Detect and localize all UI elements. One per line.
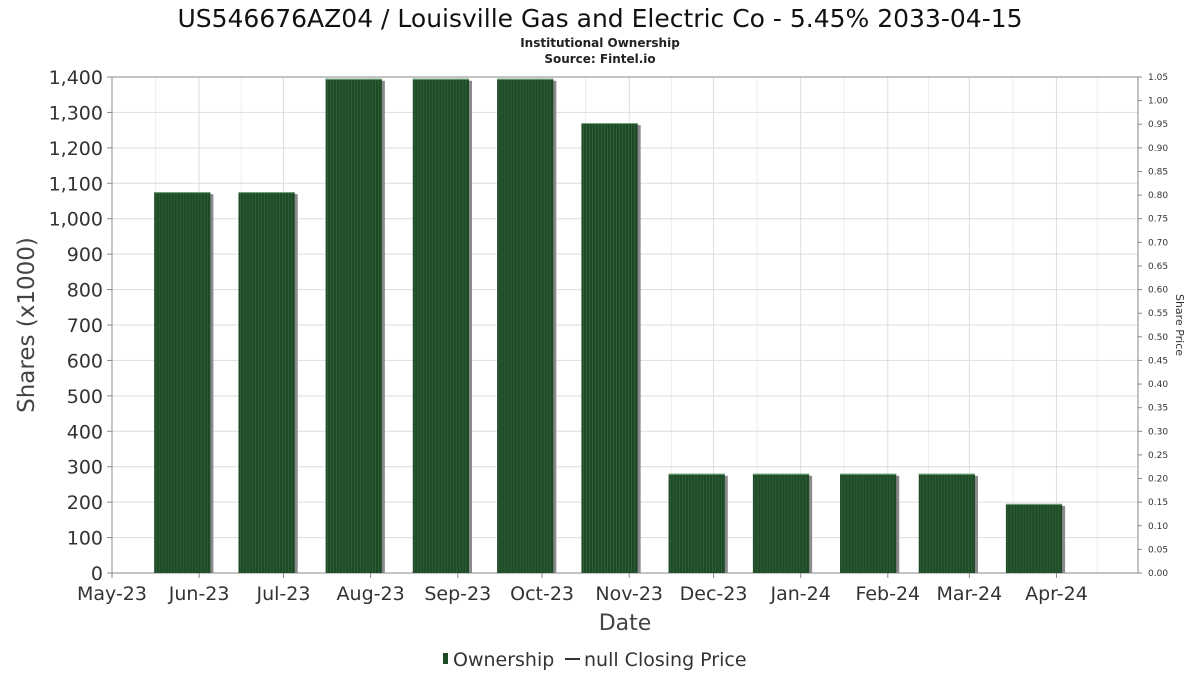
y2-axis-ticks: 0.00 0.05 0.10 0.15 0.20 0.25 0.30 0.35 0.40 0.45…	[1138, 73, 1168, 579]
bar-body	[1005, 503, 1063, 573]
ownership-bar	[668, 473, 728, 573]
y-tick-label: 300	[67, 457, 103, 479]
y2-tick-label: 1.00	[1148, 97, 1168, 107]
y-tick-label: 800	[67, 280, 103, 302]
ownership-bar	[238, 192, 298, 573]
y2-tick-label: 0.95	[1148, 120, 1168, 130]
x-tick-label: Nov-23	[595, 583, 663, 605]
y2-tick-label: 0.35	[1148, 404, 1168, 414]
y2-tick-label: 0.65	[1148, 262, 1168, 272]
x-tick-label: Aug-23	[337, 583, 405, 605]
y2-tick-label: 0.85	[1148, 167, 1168, 177]
bar-body	[497, 78, 554, 574]
x-axis-label: Date	[599, 611, 652, 636]
x-axis-ticks: May-23 Jun-23 Jul-23 Aug-23 Sep-23 Oct-23 Nov-…	[77, 573, 1088, 605]
y2-tick-label: 0.60	[1148, 286, 1168, 296]
x-tick-label: Mar-24	[937, 583, 1003, 605]
chart-subtitle: Institutional Ownership	[520, 36, 680, 50]
y-tick-label: 1,000	[49, 209, 103, 231]
ownership-bar	[1005, 503, 1066, 573]
y-tick-label: 700	[67, 315, 103, 337]
bar-body	[325, 78, 382, 574]
y2-tick-label: 0.50	[1148, 333, 1168, 343]
y-tick-label: 900	[67, 244, 103, 266]
y2-tick-label: 0.20	[1148, 475, 1168, 485]
y2-axis-label: Share Price	[1173, 294, 1186, 356]
bar-body	[668, 473, 725, 573]
y2-tick-label: 0.30	[1148, 427, 1168, 437]
x-tick-label: Dec-23	[680, 583, 748, 605]
bar-body	[581, 123, 638, 574]
y-axis-ticks: 0 100 200 300 400 500 600 700 800 900 1,000 1,100 1,…	[49, 67, 112, 585]
ownership-bar	[325, 78, 385, 574]
ownership-bar	[154, 192, 214, 573]
ownership-bar	[412, 78, 472, 574]
ownership-bar	[918, 473, 978, 573]
y2-tick-label: 0.70	[1148, 238, 1168, 248]
y-tick-label: 400	[67, 421, 103, 443]
y-tick-label: 500	[67, 386, 103, 408]
y2-tick-label: 0.45	[1148, 356, 1168, 366]
ownership-bar	[581, 123, 641, 574]
y2-tick-label: 0.25	[1148, 451, 1168, 461]
chart-source: Source: Fintel.io	[544, 52, 655, 66]
y2-tick-label: 0.55	[1148, 309, 1168, 319]
legend-ownership-label: Ownership	[453, 649, 554, 671]
y2-tick-label: 0.00	[1148, 569, 1168, 579]
y-tick-label: 1,100	[49, 173, 103, 195]
x-tick-label: Jul-23	[255, 583, 310, 605]
x-tick-label: May-23	[77, 583, 147, 605]
bar-body	[238, 192, 295, 573]
y2-tick-label: 0.90	[1148, 144, 1168, 154]
x-tick-label: Oct-23	[510, 583, 574, 605]
bar-body	[840, 473, 897, 573]
y-tick-label: 1,300	[49, 102, 103, 124]
y2-tick-label: 0.05	[1148, 545, 1168, 555]
y2-tick-label: 0.15	[1148, 498, 1168, 508]
bars-layer	[154, 78, 1066, 574]
bar-body	[154, 192, 211, 573]
x-tick-label: Feb-24	[855, 583, 920, 605]
ownership-bar	[840, 473, 900, 573]
y2-tick-label: 0.40	[1148, 380, 1168, 390]
y2-tick-label: 1.05	[1148, 73, 1168, 83]
y-tick-label: 600	[67, 350, 103, 372]
legend-ownership-swatch	[443, 653, 448, 664]
bar-body	[752, 473, 810, 573]
legend: Ownership null Closing Price	[443, 649, 747, 671]
ownership-bar	[497, 78, 557, 574]
y-tick-label: 1,400	[49, 67, 103, 89]
legend-price-label: null Closing Price	[584, 649, 747, 671]
y-tick-label: 100	[67, 528, 103, 550]
y-tick-label: 200	[67, 492, 103, 514]
x-tick-label: Apr-24	[1025, 583, 1088, 605]
x-tick-label: Jan-24	[770, 583, 831, 605]
ownership-bar	[752, 473, 813, 573]
chart-title: US546676AZ04 / Louisville Gas and Electr…	[177, 4, 1022, 33]
x-tick-label: Sep-23	[424, 583, 491, 605]
y-tick-label: 0	[91, 563, 103, 585]
bar-body	[412, 78, 469, 574]
y-axis-label: Shares (x1000)	[14, 237, 40, 413]
y2-tick-label: 0.10	[1148, 522, 1168, 532]
x-tick-label: Jun-23	[168, 583, 230, 605]
bar-body	[918, 473, 975, 573]
y2-tick-label: 0.80	[1148, 191, 1168, 201]
y-tick-label: 1,200	[49, 138, 103, 160]
y2-tick-label: 0.75	[1148, 215, 1168, 225]
